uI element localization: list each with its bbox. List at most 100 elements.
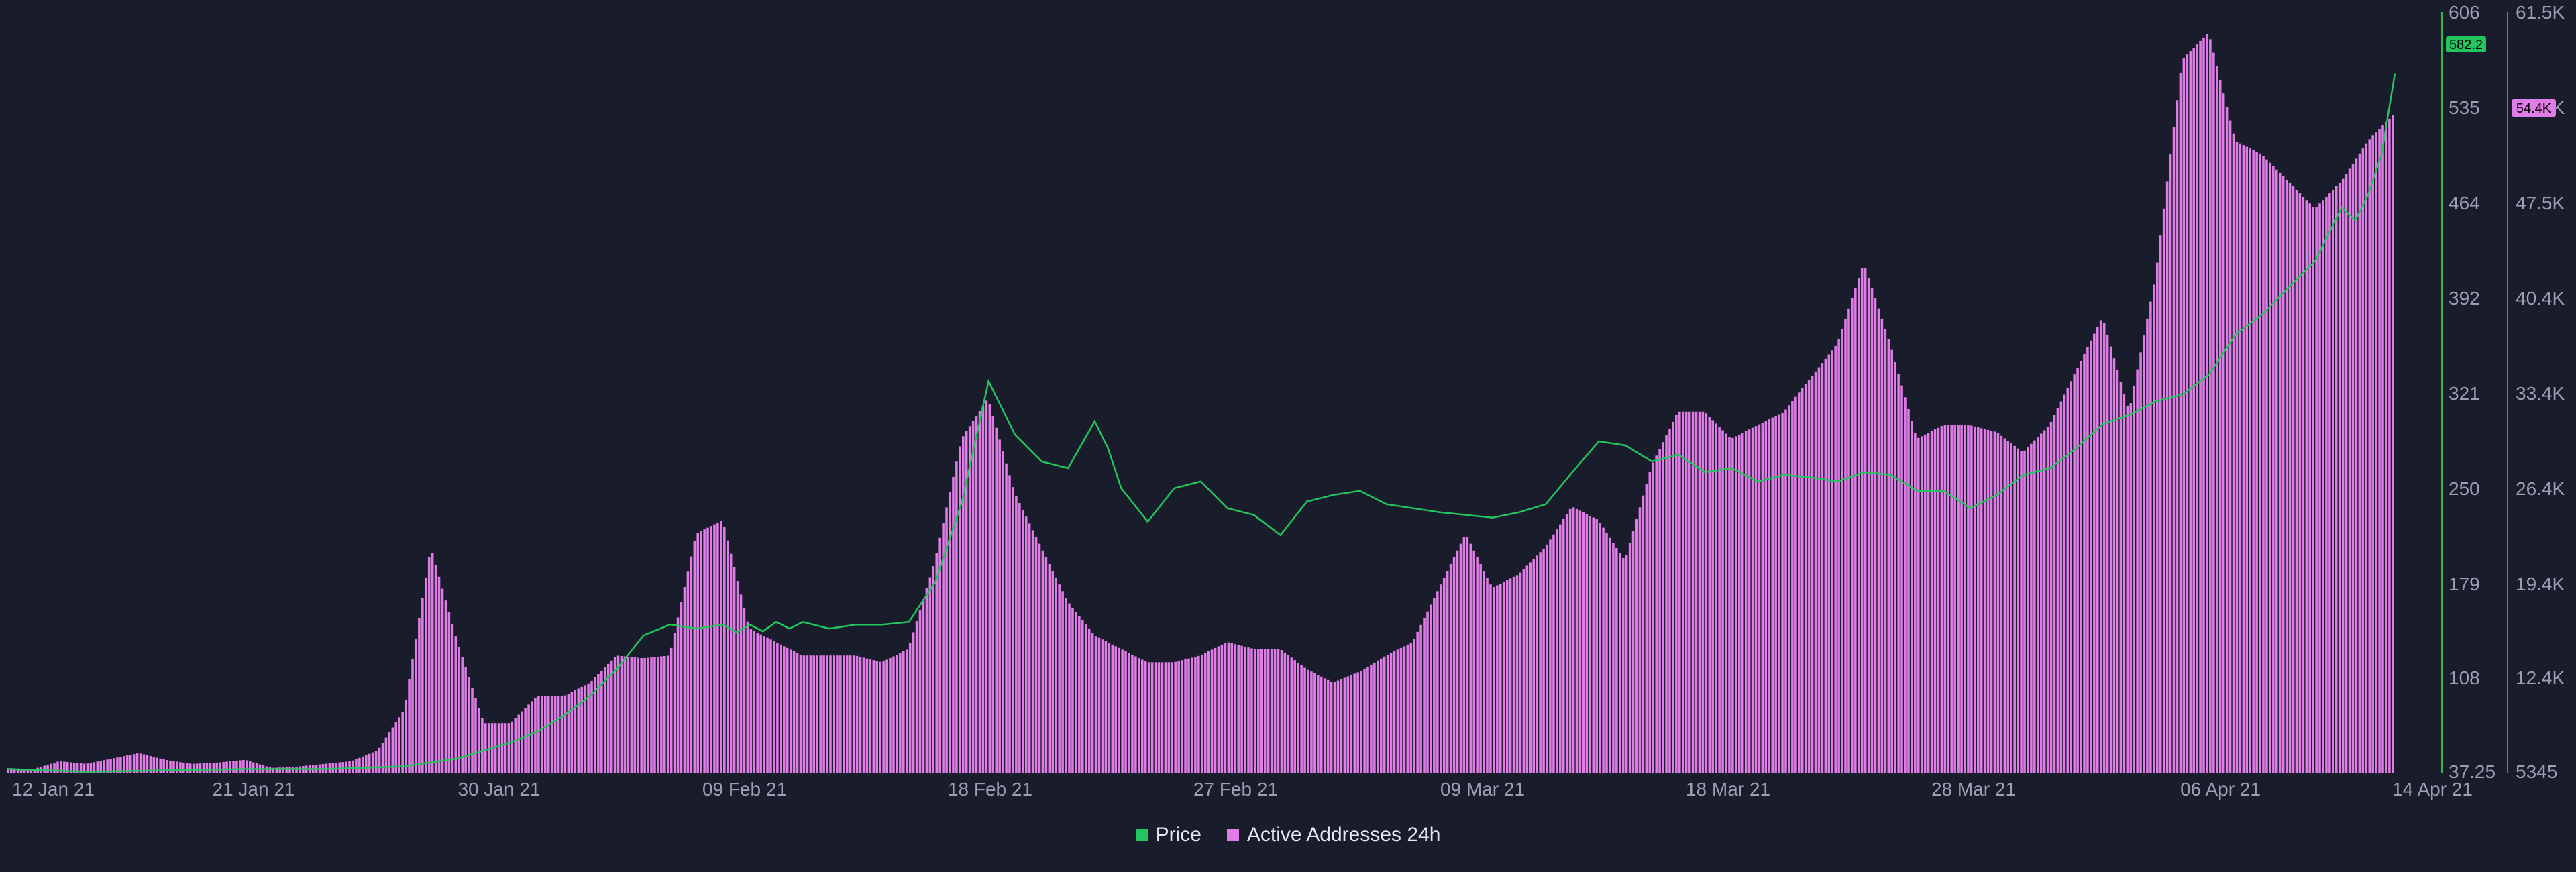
active-addresses-bar [335,763,338,773]
active-addresses-bar [1556,529,1558,773]
active-addresses-bar [985,400,988,773]
active-addresses-bar [1377,660,1379,773]
active-addresses-bar [517,714,520,773]
active-addresses-bar [1652,462,1654,773]
active-addresses-bar [1821,363,1824,773]
active-addresses-bar [1194,657,1197,773]
active-addresses-bar [2312,207,2314,773]
active-addresses-bar [521,711,523,773]
active-addresses-bar [553,696,557,773]
active-addresses-bar [328,763,331,773]
active-addresses-bar [1399,647,1403,773]
active-addresses-bar [1668,428,1671,773]
active-addresses-bar [1118,647,1120,773]
active-addresses-bar [1678,411,1681,773]
active-addresses-bar [1834,345,1837,773]
active-addresses-bar [192,763,195,773]
active-addresses-bar [1250,648,1253,773]
active-addresses-bar [1539,552,1542,773]
active-addresses-bar [819,655,822,773]
active-addresses-bar [1303,667,1306,773]
addresses-badge-label: 54.4K [2516,101,2552,116]
active-addresses-bar [1858,278,1860,773]
active-addresses-bar [633,657,637,773]
price-tick-label: 535 [2449,97,2480,118]
active-addresses-bar [239,760,241,773]
active-addresses-bar [139,753,142,773]
active-addresses-bar [1449,563,1452,773]
active-addresses-bar [202,763,205,773]
active-addresses-bar [2252,150,2255,773]
legend-item-price[interactable]: Price [1135,824,1201,847]
active-addresses-bar [720,521,722,773]
active-addresses-bar [2146,318,2149,773]
active-addresses-bar [2341,178,2345,773]
active-addresses-bar [896,654,898,773]
active-addresses-bar [1260,649,1263,773]
active-addresses-bar [2225,107,2229,773]
active-addresses-bar [2302,197,2305,773]
active-addresses-bar [975,416,978,773]
active-addresses-bar [2332,190,2334,773]
active-addresses-bar [2325,197,2328,773]
active-addresses-bar [809,655,812,773]
active-addresses-bar [66,762,69,773]
active-addresses-bar [1097,637,1101,773]
active-addresses-bar [597,673,600,773]
active-addresses-bar [557,696,560,773]
active-addresses-bar [1582,512,1585,773]
active-addresses-bar [1254,649,1256,773]
active-addresses-bar [2218,79,2222,773]
active-addresses-bar [1735,436,1737,773]
active-addresses-bar [1917,437,1920,773]
active-addresses-bar [1764,421,1768,773]
active-addresses-bar [2129,403,2132,773]
active-addresses-bar [1698,411,1701,773]
active-addresses-bar [2049,421,2053,773]
x-tick-label: 14 Apr 21 [2392,779,2473,800]
x-tick-label: 09 Mar 21 [1440,779,1525,800]
active-addresses-bar [2102,323,2106,773]
active-addresses-bar [368,753,371,773]
active-addresses-bar [1986,429,1990,773]
active-addresses-bar [246,760,248,773]
active-addresses-bar [1695,411,1698,773]
active-addresses-bar [447,612,451,773]
active-addresses-bar [129,755,132,773]
active-addresses-bar [1048,563,1051,773]
active-addresses-bar [1018,503,1021,773]
active-addresses-bar [945,507,948,773]
active-addresses-bar [1419,624,1422,773]
active-addresses-bar [1864,268,1867,773]
active-addresses-bar [232,761,235,773]
active-addresses-bar [1658,449,1661,773]
active-addresses-bar [1837,339,1840,773]
active-addresses-bar [1065,598,1067,773]
active-addresses-bar [1847,308,1850,773]
active-addresses-bar [2037,437,2039,773]
active-addresses-bar [2189,51,2192,773]
active-addresses-bar [657,656,659,773]
active-addresses-bar [471,688,474,773]
active-addresses-bar [796,653,799,773]
active-addresses-bar [534,698,537,773]
active-addresses-bar [1758,424,1761,773]
active-addresses-bar [623,656,627,773]
active-addresses-bar [415,638,417,773]
active-addresses-bar [792,651,796,773]
active-addresses-bar [126,755,129,773]
active-addresses-bar [1559,524,1562,773]
legend-item-active-addresses[interactable]: Active Addresses 24h [1226,824,1440,847]
active-addresses-bar [2322,200,2324,773]
active-addresses-bar [2212,52,2215,773]
active-addresses-bar [1860,268,1864,773]
active-addresses-bar [962,436,965,773]
active-addresses-bar [1943,425,1947,773]
active-addresses-bar [1565,514,1568,773]
active-addresses-bar [9,768,13,773]
active-addresses-bar [889,658,892,773]
active-addresses-bar [2017,448,2019,773]
active-addresses-bar [2202,37,2205,773]
active-addresses-bar [434,565,437,773]
